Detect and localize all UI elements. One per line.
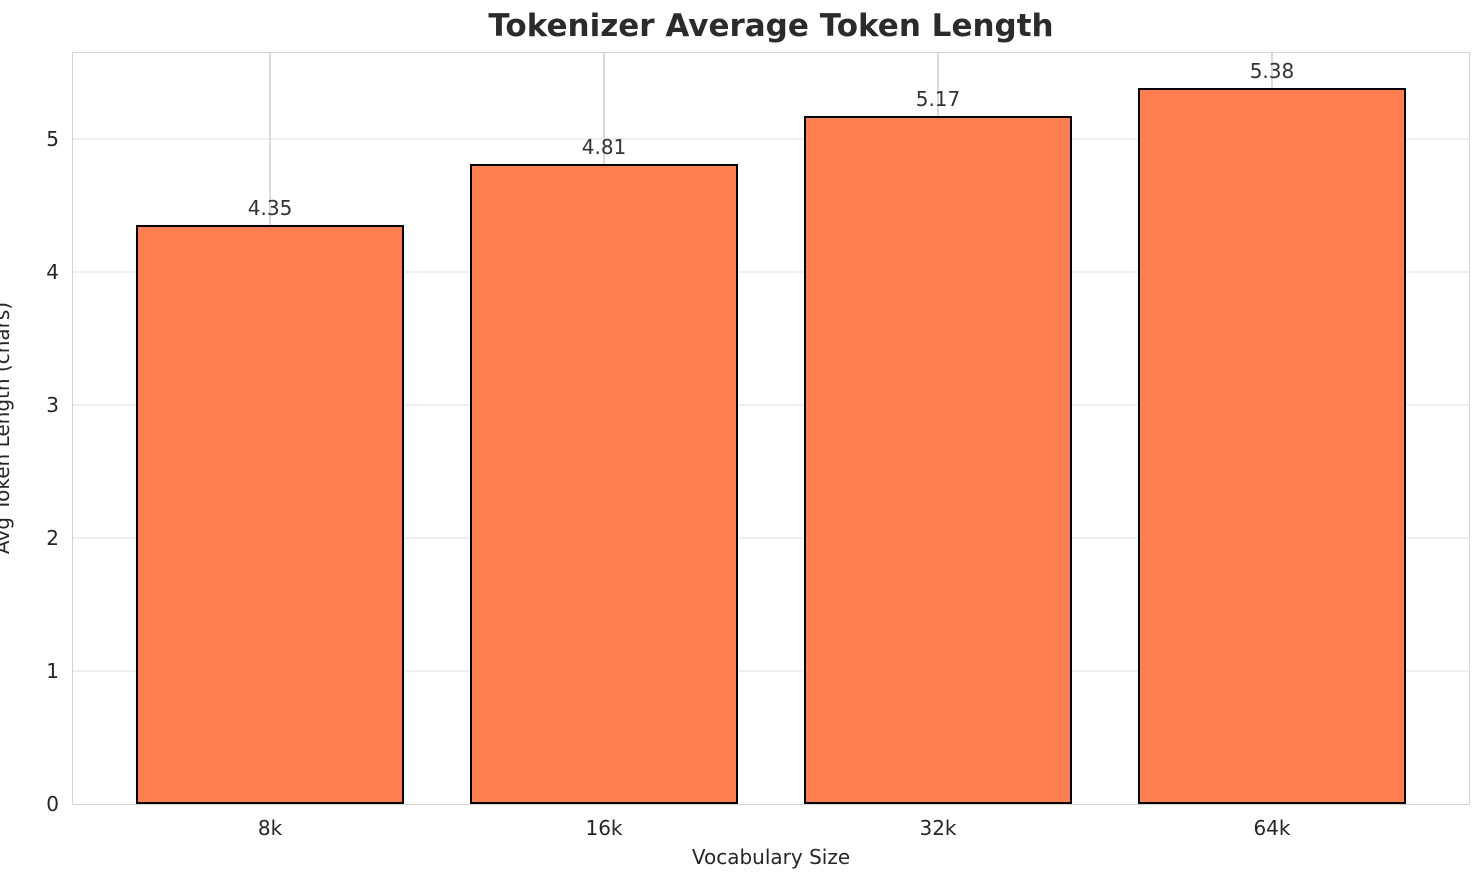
x-tick-label: 8k xyxy=(257,816,283,840)
bar-value-label: 4.35 xyxy=(247,196,293,221)
y-tick-label: 3 xyxy=(46,392,59,417)
bar xyxy=(470,164,738,804)
bar-value-label: 4.81 xyxy=(581,135,627,160)
x-tick-label: 32k xyxy=(919,816,957,840)
h-gridline xyxy=(73,670,1469,672)
h-gridline xyxy=(73,404,1469,406)
y-tick-label: 1 xyxy=(46,658,59,683)
y-tick-label: 4 xyxy=(46,259,59,284)
chart-title: Tokenizer Average Token Length xyxy=(488,8,1054,44)
x-tick-label: 64k xyxy=(1253,816,1291,840)
y-tick-label: 5 xyxy=(46,126,59,151)
bar xyxy=(804,116,1072,804)
plot-area: 0 1 2 3 4 5 4.35 8k 4.81 16k 5.17 32k 5.38 64k xyxy=(46,52,1470,840)
x-axis-label: Vocabulary Size xyxy=(691,845,851,869)
y-axis-label: Avg Token Length (chars) xyxy=(0,301,14,555)
x-tick-label: 16k xyxy=(585,816,623,840)
bar xyxy=(1138,88,1406,804)
bar-value-label: 5.38 xyxy=(1249,59,1295,84)
y-tick-label: 2 xyxy=(46,525,59,550)
h-gridline xyxy=(73,271,1469,273)
bar xyxy=(136,225,404,804)
h-gridline xyxy=(73,138,1469,140)
h-gridline xyxy=(73,537,1469,539)
y-tick-label: 0 xyxy=(46,792,59,816)
bar-value-label: 5.17 xyxy=(915,87,961,112)
